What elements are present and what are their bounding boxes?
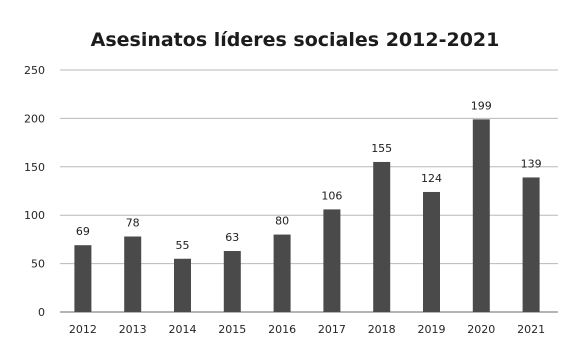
bar	[223, 251, 241, 312]
data-label: 78	[126, 216, 140, 229]
x-tick-label: 2019	[418, 323, 446, 336]
bar	[174, 258, 191, 312]
x-tick-label: 2016	[268, 323, 296, 336]
data-label: 55	[176, 239, 190, 252]
y-tick-label: 200	[24, 112, 45, 125]
x-tick-label: 2021	[517, 323, 545, 336]
data-label: 69	[76, 225, 90, 238]
y-tick-label: 250	[24, 64, 45, 77]
x-tick-label: 2012	[69, 323, 97, 336]
bar	[472, 119, 490, 312]
x-tick-label: 2020	[467, 323, 495, 336]
x-tick-label: 2014	[169, 323, 197, 336]
y-tick-label: 50	[31, 258, 45, 271]
data-label: 106	[321, 189, 342, 202]
bar	[373, 161, 391, 312]
x-tick-label: 2018	[368, 323, 396, 336]
bar	[522, 177, 540, 312]
x-axis-ticks: 2012 2013 2014 2015 2016 2017 2018 2019 2020 2021	[69, 323, 545, 336]
y-tick-label: 100	[24, 209, 45, 222]
bar	[273, 234, 291, 312]
chart-title: Asesinatos líderes sociales 2012-2021	[91, 29, 500, 51]
bar	[74, 245, 92, 312]
y-axis-ticks: 0 50 100 150 200 250	[24, 64, 45, 319]
data-label: 80	[275, 215, 289, 228]
x-tick-label: 2013	[119, 323, 147, 336]
x-tick-label: 2015	[218, 323, 246, 336]
x-tick-label: 2017	[318, 323, 346, 336]
data-label: 199	[471, 99, 492, 112]
y-tick-label: 150	[24, 161, 45, 174]
bars	[74, 119, 540, 312]
bar	[423, 191, 440, 312]
data-label: 155	[371, 142, 392, 155]
data-label: 139	[521, 157, 542, 170]
bar	[124, 236, 142, 312]
bar	[323, 209, 341, 312]
y-tick-label: 0	[38, 306, 45, 319]
data-label: 124	[421, 172, 442, 185]
data-label: 63	[225, 231, 239, 244]
data-labels: 69 78 55 63 80 106 155 124 199 139	[76, 99, 542, 251]
